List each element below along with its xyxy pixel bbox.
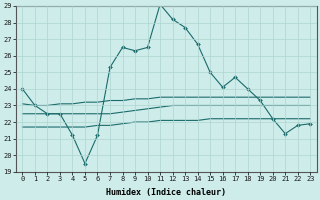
X-axis label: Humidex (Indice chaleur): Humidex (Indice chaleur) xyxy=(106,188,226,197)
